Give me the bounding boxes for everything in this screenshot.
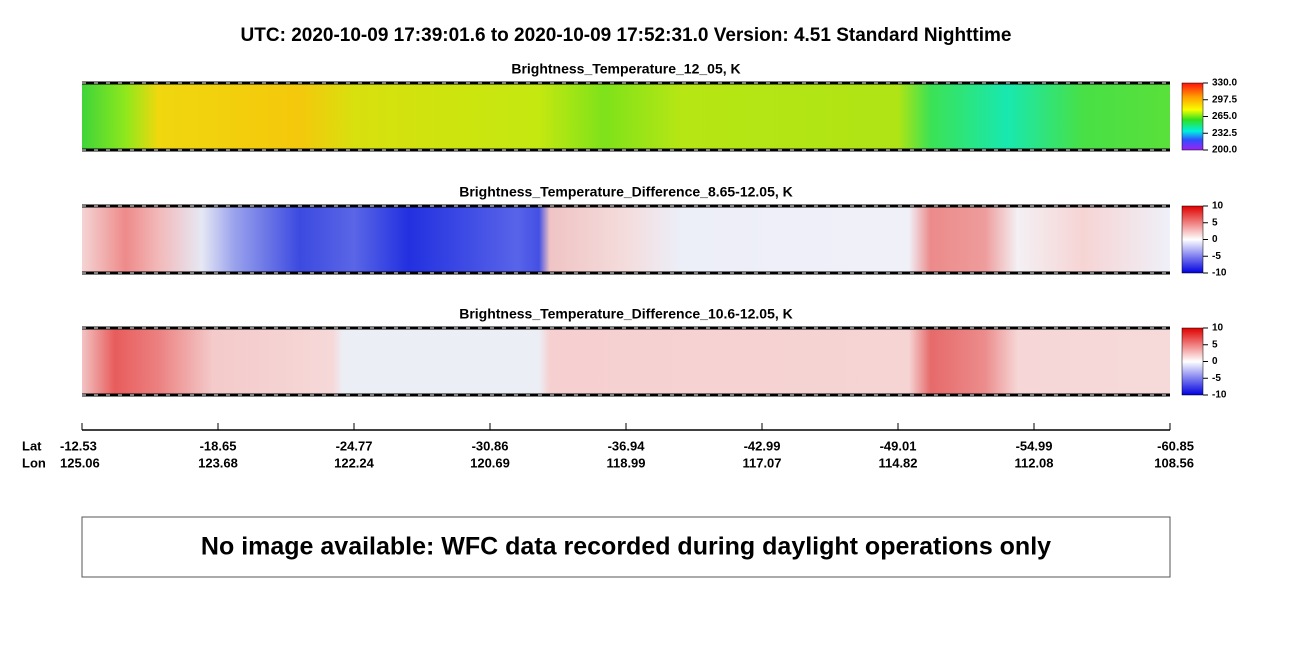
lon-tick-label: 122.24: [334, 455, 375, 470]
lat-label: Lat: [22, 438, 42, 453]
lon-tick-label: 112.08: [1014, 455, 1053, 470]
panel-image: [82, 83, 1170, 150]
colorbar-tick-label: 297.5: [1212, 94, 1237, 105]
colorbar-tick-label: 5: [1212, 339, 1218, 350]
colorbar-tick-label: 0: [1212, 234, 1218, 245]
panel-image: [82, 206, 1170, 273]
colorbar-tick-label: 0: [1212, 356, 1218, 367]
lat-tick-label: -12.53: [60, 438, 97, 453]
lon-tick-label: 117.07: [742, 455, 781, 470]
colorbar-tick-label: 10: [1212, 323, 1224, 334]
lat-tick-label: -18.65: [200, 438, 237, 453]
lon-label: Lon: [22, 455, 46, 470]
lon-tick-label: 120.69: [470, 455, 510, 470]
colorbar: [1181, 327, 1204, 396]
colorbar-tick-label: 330.0: [1212, 78, 1237, 89]
message-box: [81, 516, 1171, 578]
lat-tick-label: -30.86: [472, 438, 509, 453]
lat-tick-label: -42.99: [744, 438, 781, 453]
panel-title: Brightness_Temperature_Difference_10.6-1…: [459, 306, 793, 322]
colorbar-tick-label: -5: [1212, 373, 1221, 384]
panel-image: [82, 328, 1170, 395]
lon-tick-label: 108.56: [1154, 455, 1194, 470]
lon-tick-label: 123.68: [198, 455, 238, 470]
page-title: UTC: 2020-10-09 17:39:01.6 to 2020-10-09…: [241, 25, 1012, 46]
lon-tick-label: 125.06: [60, 455, 100, 470]
colorbar-tick-label: 10: [1212, 201, 1224, 212]
message: No image available: WFC data recorded du…: [201, 533, 1051, 561]
lat-tick-label: -60.85: [1157, 438, 1194, 453]
lat-tick-label: -36.94: [608, 438, 646, 453]
lat-tick-label: -49.01: [880, 438, 917, 453]
lon-tick-label: 118.99: [606, 455, 645, 470]
lon-tick-label: 114.82: [878, 455, 917, 470]
colorbar-tick-label: 265.0: [1212, 111, 1237, 122]
lat-tick-label: -54.99: [1016, 438, 1053, 453]
colorbar-tick-label: -10: [1212, 390, 1227, 401]
colorbar-tick-label: 232.5: [1212, 128, 1237, 139]
colorbar-tick-label: -10: [1212, 268, 1227, 279]
panel-title: Brightness_Temperature_Difference_8.65-1…: [459, 184, 793, 200]
colorbar-tick-label: 5: [1212, 217, 1218, 228]
colorbar-tick-label: -5: [1212, 251, 1221, 262]
colorbar: [1181, 82, 1204, 151]
colorbar: [1181, 205, 1204, 274]
lat-tick-label: -24.77: [336, 438, 373, 453]
panel-title: Brightness_Temperature_12_05, K: [511, 61, 740, 77]
colorbar-tick-label: 200.0: [1212, 145, 1237, 156]
